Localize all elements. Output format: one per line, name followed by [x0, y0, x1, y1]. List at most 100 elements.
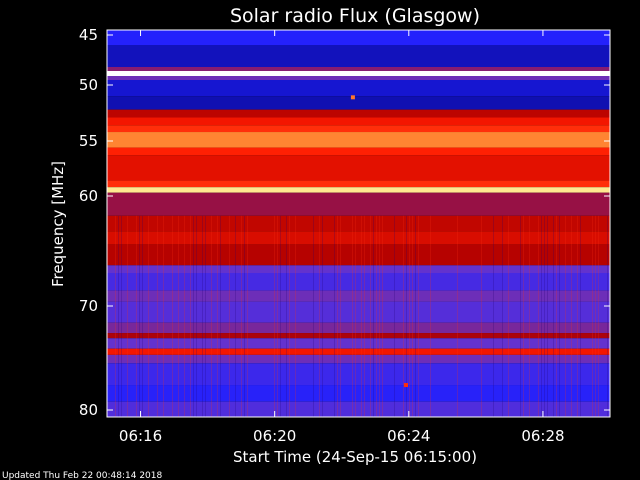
frequency-band	[107, 333, 610, 339]
frequency-band	[107, 363, 610, 386]
time-streak	[352, 215, 353, 417]
frequency-band	[107, 301, 610, 323]
time-streak	[172, 215, 173, 417]
y-tick-label: 50	[79, 76, 98, 94]
time-streak	[406, 215, 407, 417]
updated-timestamp: Updated Thu Feb 22 00:48:14 2018	[2, 471, 163, 480]
burst-point	[404, 383, 409, 388]
time-streak	[598, 215, 599, 417]
time-streak	[592, 215, 593, 417]
frequency-band	[107, 244, 610, 266]
time-streak	[205, 215, 206, 417]
time-streak	[607, 215, 608, 417]
time-streaks	[115, 215, 608, 417]
x-axis-label: Start Time (24-Sep-15 06:15:00)	[233, 448, 477, 466]
y-axis-label: Frequency [MHz]	[49, 161, 67, 287]
time-streak	[286, 215, 287, 417]
time-streak	[571, 215, 572, 417]
time-streak	[235, 215, 236, 417]
time-streak	[340, 215, 341, 417]
frequency-band	[107, 125, 610, 133]
time-streak	[190, 215, 191, 417]
time-streak	[184, 215, 185, 417]
time-streak	[361, 215, 362, 417]
time-streak	[364, 215, 365, 417]
time-streak	[553, 215, 554, 417]
time-streak	[139, 215, 140, 417]
time-streak	[394, 215, 395, 417]
time-streak	[322, 215, 323, 417]
x-tick-label: 06:28	[521, 427, 564, 445]
time-streak	[415, 215, 416, 417]
time-streak	[229, 215, 230, 417]
time-streak	[502, 215, 503, 417]
time-streak	[121, 215, 122, 417]
y-tick-label: 45	[79, 26, 98, 44]
time-streak	[202, 215, 203, 417]
time-streak	[295, 215, 296, 417]
y-tick-label: 60	[79, 187, 98, 205]
frequency-band	[107, 117, 610, 126]
time-streak	[412, 215, 413, 417]
time-streak	[379, 215, 380, 417]
frequency-band	[107, 265, 610, 273]
time-streak	[403, 215, 404, 417]
frequency-band	[107, 109, 610, 118]
time-streak	[274, 215, 275, 417]
time-streak	[529, 215, 530, 417]
time-streak	[556, 215, 557, 417]
frequency-band	[107, 71, 610, 76]
frequency-band	[107, 187, 610, 193]
time-streak	[544, 215, 545, 417]
time-streak	[493, 215, 494, 417]
time-streak	[334, 215, 335, 417]
frequency-band	[107, 273, 610, 291]
time-streak	[370, 215, 371, 417]
time-streak	[313, 215, 314, 417]
burst-point	[350, 95, 355, 100]
frequency-band	[107, 96, 610, 110]
frequency-band	[107, 30, 610, 45]
x-tick-label: 06:16	[119, 427, 162, 445]
time-streak	[523, 215, 524, 417]
time-streak	[481, 215, 482, 417]
time-streak	[541, 215, 542, 417]
time-streak	[142, 215, 143, 417]
time-streak	[220, 215, 221, 417]
time-streak	[289, 215, 290, 417]
frequency-band	[107, 45, 610, 67]
time-streak	[520, 215, 521, 417]
radio-bursts	[350, 95, 409, 388]
time-streak	[373, 215, 374, 417]
time-streak	[136, 215, 137, 417]
time-streak	[277, 215, 278, 417]
chart-title: Solar radio Flux (Glasgow)	[230, 5, 480, 27]
time-streak	[580, 215, 581, 417]
x-tick-label: 06:20	[253, 427, 296, 445]
spectrogram-bands	[107, 30, 610, 417]
time-streak	[418, 215, 419, 417]
time-streak	[577, 215, 578, 417]
time-streak	[547, 215, 548, 417]
time-streak	[538, 215, 539, 417]
time-streak	[217, 215, 218, 417]
time-streak	[157, 215, 158, 417]
time-streak	[241, 215, 242, 417]
time-streak	[196, 215, 197, 417]
y-tick-label: 80	[79, 401, 98, 419]
time-streak	[559, 215, 560, 417]
time-streak	[382, 215, 383, 417]
frequency-band	[107, 401, 610, 417]
frequency-band	[107, 80, 610, 97]
frequency-band	[107, 180, 610, 188]
frequency-band	[107, 348, 610, 355]
y-tick-label: 70	[79, 297, 98, 315]
time-streak	[193, 215, 194, 417]
frequency-band	[107, 215, 610, 232]
time-streak	[430, 215, 431, 417]
time-streak	[319, 215, 320, 417]
frequency-band	[107, 76, 610, 80]
frequency-band	[107, 322, 610, 334]
time-streak	[280, 215, 281, 417]
